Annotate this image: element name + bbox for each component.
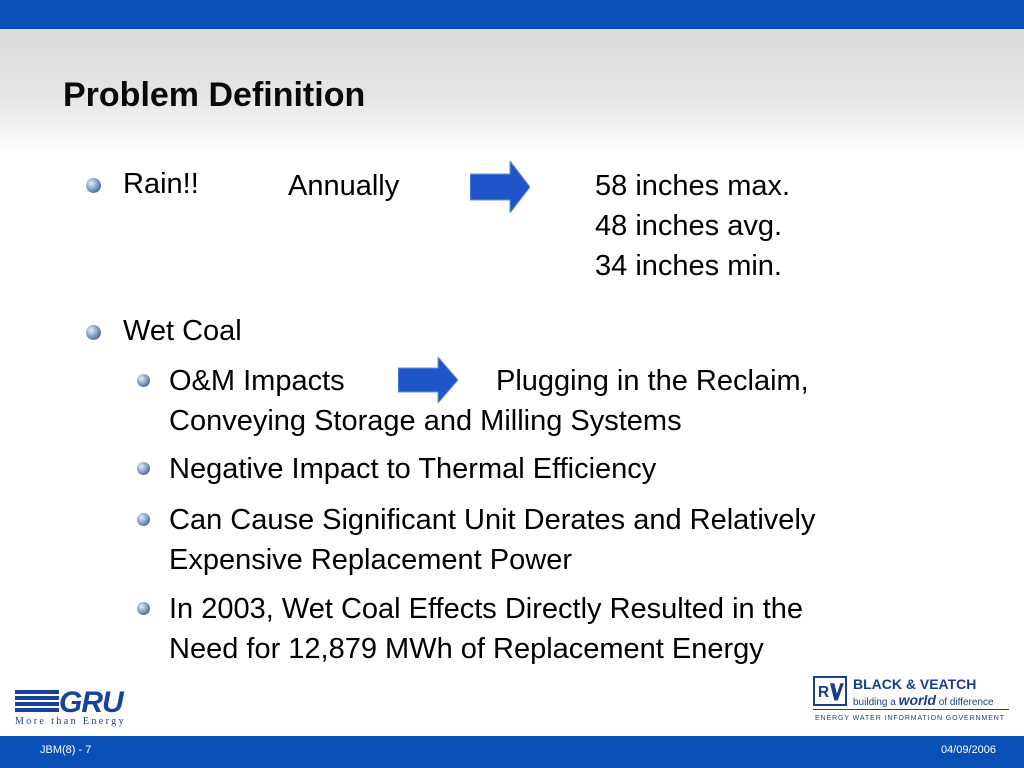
svg-text:R: R bbox=[818, 684, 829, 701]
footer-slide-id: JBM(8) - 7 bbox=[40, 744, 92, 756]
wet-coal-label: Wet Coal bbox=[123, 315, 242, 347]
sub-bullet-icon bbox=[137, 602, 150, 615]
gru-stripes-icon bbox=[15, 690, 59, 716]
derates-line2: Expensive Replacement Power bbox=[169, 544, 572, 576]
right-arrow-icon bbox=[398, 357, 458, 403]
bv-logo-categories: ENERGY WATER INFORMATION GOVERNMENT bbox=[815, 715, 1005, 722]
bv-mark-icon: R bbox=[813, 676, 847, 706]
bullet-icon bbox=[86, 325, 101, 340]
slide-title: Problem Definition bbox=[63, 76, 366, 114]
bottom-bar bbox=[0, 736, 1024, 768]
bv-rule bbox=[813, 709, 1009, 710]
rain-min: 34 inches min. bbox=[595, 250, 782, 282]
sub-bullet-icon bbox=[137, 513, 150, 526]
gru-logo-tagline: More than Energy bbox=[15, 716, 126, 727]
derates-line1: Can Cause Significant Unit Derates and R… bbox=[169, 504, 816, 536]
replacement-energy-line2: Need for 12,879 MWh of Replacement Energ… bbox=[169, 633, 764, 665]
rain-label: Rain!! bbox=[123, 168, 199, 200]
rain-period: Annually bbox=[288, 170, 400, 202]
header-band bbox=[0, 29, 1024, 155]
rain-avg: 48 inches avg. bbox=[595, 210, 783, 242]
sub-bullet-icon bbox=[137, 374, 150, 387]
bullet-icon bbox=[86, 178, 101, 193]
right-arrow-icon bbox=[470, 161, 530, 213]
replacement-energy-line1: In 2003, Wet Coal Effects Directly Resul… bbox=[169, 593, 804, 625]
om-impacts-label: O&M Impacts bbox=[169, 365, 345, 397]
gru-logo-name: GRU bbox=[59, 686, 124, 719]
bv-logo-tagline: building a world of difference bbox=[853, 692, 994, 708]
om-result-line1: Plugging in the Reclaim, bbox=[496, 365, 809, 397]
bv-logo-name: BLACK & VEATCH bbox=[853, 676, 977, 692]
sub-bullet-icon bbox=[137, 462, 150, 475]
top-bar bbox=[0, 0, 1024, 29]
rain-max: 58 inches max. bbox=[595, 170, 791, 202]
gru-logo: GRU More than Energy bbox=[13, 686, 143, 727]
om-result-line2: Conveying Storage and Milling Systems bbox=[169, 405, 682, 437]
black-veatch-logo: R BLACK & VEATCH building a world of dif… bbox=[813, 674, 1013, 726]
footer-date: 04/09/2006 bbox=[940, 744, 996, 756]
thermal-efficiency-item: Negative Impact to Thermal Efficiency bbox=[169, 453, 657, 485]
